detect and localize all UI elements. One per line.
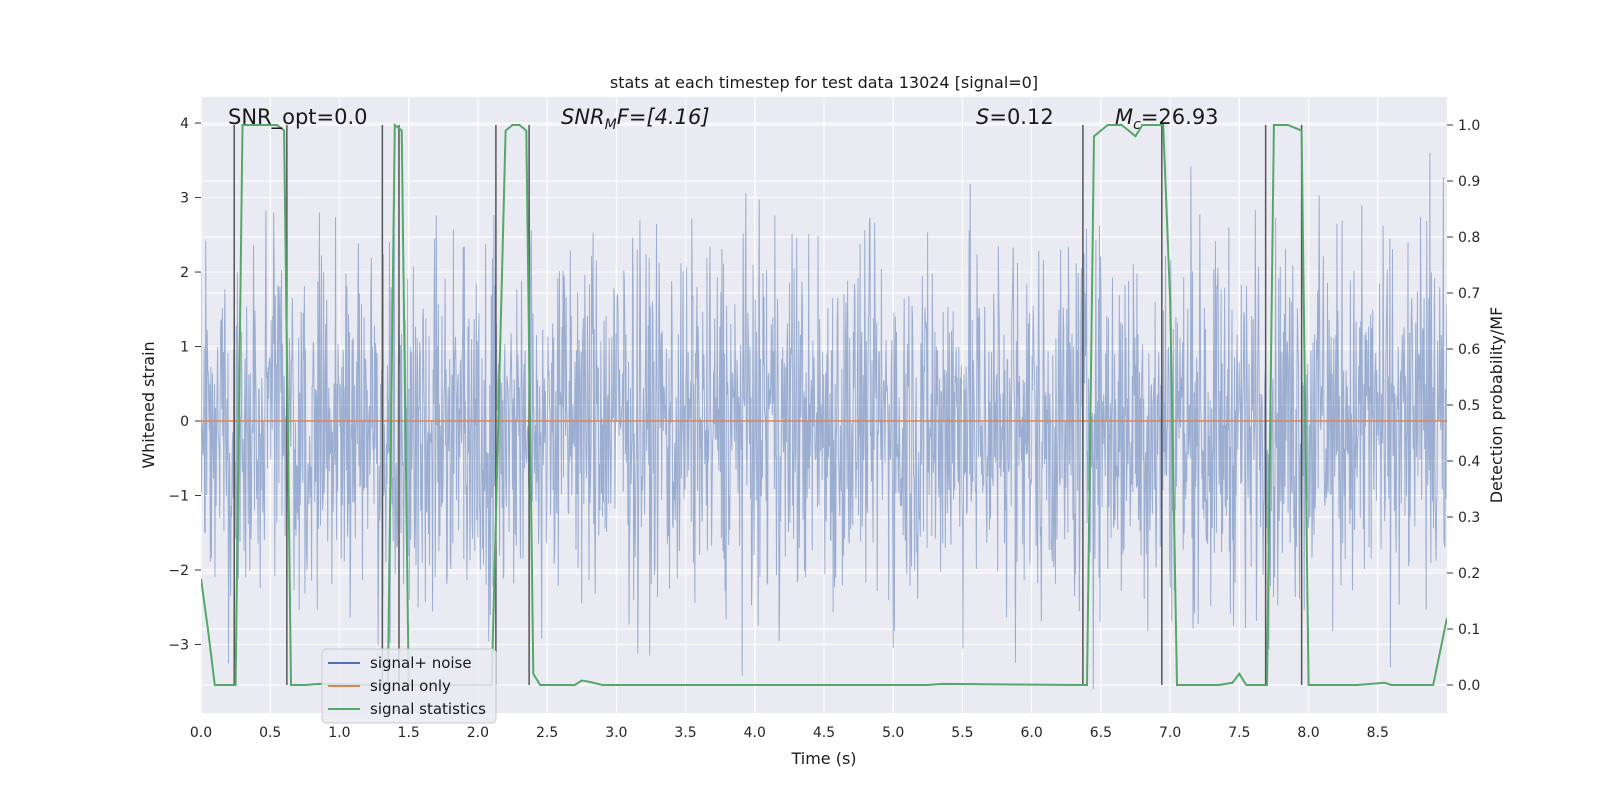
x-tick-label: 6.5 xyxy=(1090,725,1112,741)
x-tick-label: 8.5 xyxy=(1367,725,1389,741)
y2-tick-label: 0.7 xyxy=(1458,286,1480,302)
legend-label-signal-only: signal only xyxy=(370,677,451,695)
y-tick-label: 4 xyxy=(180,116,189,132)
x-tick-label: 0.0 xyxy=(190,725,212,741)
x-tick-label: 2.5 xyxy=(536,725,558,741)
annotation-mc-main: M xyxy=(1115,105,1133,129)
y-axis-label: Whitened strain xyxy=(139,341,158,468)
y-tick-label: 0 xyxy=(180,414,189,430)
x-tick-label: 4.5 xyxy=(813,725,835,741)
x-tick-label: 7.0 xyxy=(1159,725,1181,741)
x-tick-label: 1.5 xyxy=(398,725,420,741)
legend-box xyxy=(321,648,497,724)
x-ticks: 0.0 0.5 1.0 1.5 2.0 2.5 3.0 3.5 4.0 4.5 5.0 5.5 6.0 6… xyxy=(190,725,1389,741)
legend-label-signal-noise: signal+ noise xyxy=(370,654,472,672)
annotation-s-rest: =0.12 xyxy=(989,105,1053,129)
y2-tick-label: 0.1 xyxy=(1458,622,1480,638)
x-tick-label: 6.0 xyxy=(1021,725,1043,741)
legend: signal+ noise signal only signal statist… xyxy=(321,648,497,724)
x-tick-label: 4.0 xyxy=(744,725,766,741)
y2-tick-label: 1.0 xyxy=(1458,118,1480,134)
annotation-mc-sub: c xyxy=(1133,117,1141,133)
annotation-snr-mf-main: SNR xyxy=(561,105,605,129)
y2-tick-label: 0.6 xyxy=(1458,342,1480,358)
y2-tick-label: 0.4 xyxy=(1458,454,1480,470)
y-tick-label: −2 xyxy=(168,563,189,579)
annotation-snr-mf: SNRMF=[4.16] xyxy=(561,105,710,133)
x-tick-label: 0.5 xyxy=(259,725,281,741)
x-tick-label: 5.0 xyxy=(882,725,904,741)
y2-tick-label: 0.9 xyxy=(1458,174,1480,190)
annotation-snr-opt: SNR_opt=0.0 xyxy=(228,105,368,130)
y-tick-label: 3 xyxy=(180,191,189,207)
y-tick-label: 2 xyxy=(180,265,189,281)
annotation-s-main: S xyxy=(976,105,989,129)
x-tick-label: 3.0 xyxy=(605,725,627,741)
annotation-snr-mf-rest: F=[4.16] xyxy=(617,105,710,129)
y2-tick-label: 0.2 xyxy=(1458,566,1480,582)
y-tick-label: −3 xyxy=(168,637,189,653)
legend-label-signal-statistics: signal statistics xyxy=(370,700,486,718)
x-axis-label: Time (s) xyxy=(790,749,856,768)
y-tick-label: −1 xyxy=(168,489,189,505)
y-ticks: −3 −2 −1 0 1 2 3 4 xyxy=(168,116,201,653)
chart-title: stats at each timestep for test data 130… xyxy=(610,73,1038,92)
x-tick-label: 8.0 xyxy=(1297,725,1319,741)
y2-ticks: 0.0 0.1 0.2 0.3 0.4 0.5 0.6 0.7 0.8 0.9 1.0 xyxy=(1447,118,1480,694)
x-tick-label: 1.0 xyxy=(328,725,350,741)
x-tick-label: 3.5 xyxy=(674,725,696,741)
annotation-s: S=0.12 xyxy=(976,105,1054,129)
y2-tick-label: 0.0 xyxy=(1458,678,1480,694)
y-tick-label: 1 xyxy=(180,340,189,356)
y2-axis-label: Detection probability/MF xyxy=(1487,307,1506,504)
annotation-snr-mf-sub: M xyxy=(605,117,617,133)
annotation-mc-rest: =26.93 xyxy=(1141,105,1219,129)
annotation-mc: Mc=26.93 xyxy=(1115,105,1219,133)
y2-tick-label: 0.3 xyxy=(1458,510,1480,526)
y2-tick-label: 0.5 xyxy=(1458,398,1480,414)
x-tick-label: 5.5 xyxy=(951,725,973,741)
x-tick-label: 2.0 xyxy=(467,725,489,741)
x-tick-label: 7.5 xyxy=(1228,725,1250,741)
y2-tick-label: 0.8 xyxy=(1458,230,1480,246)
